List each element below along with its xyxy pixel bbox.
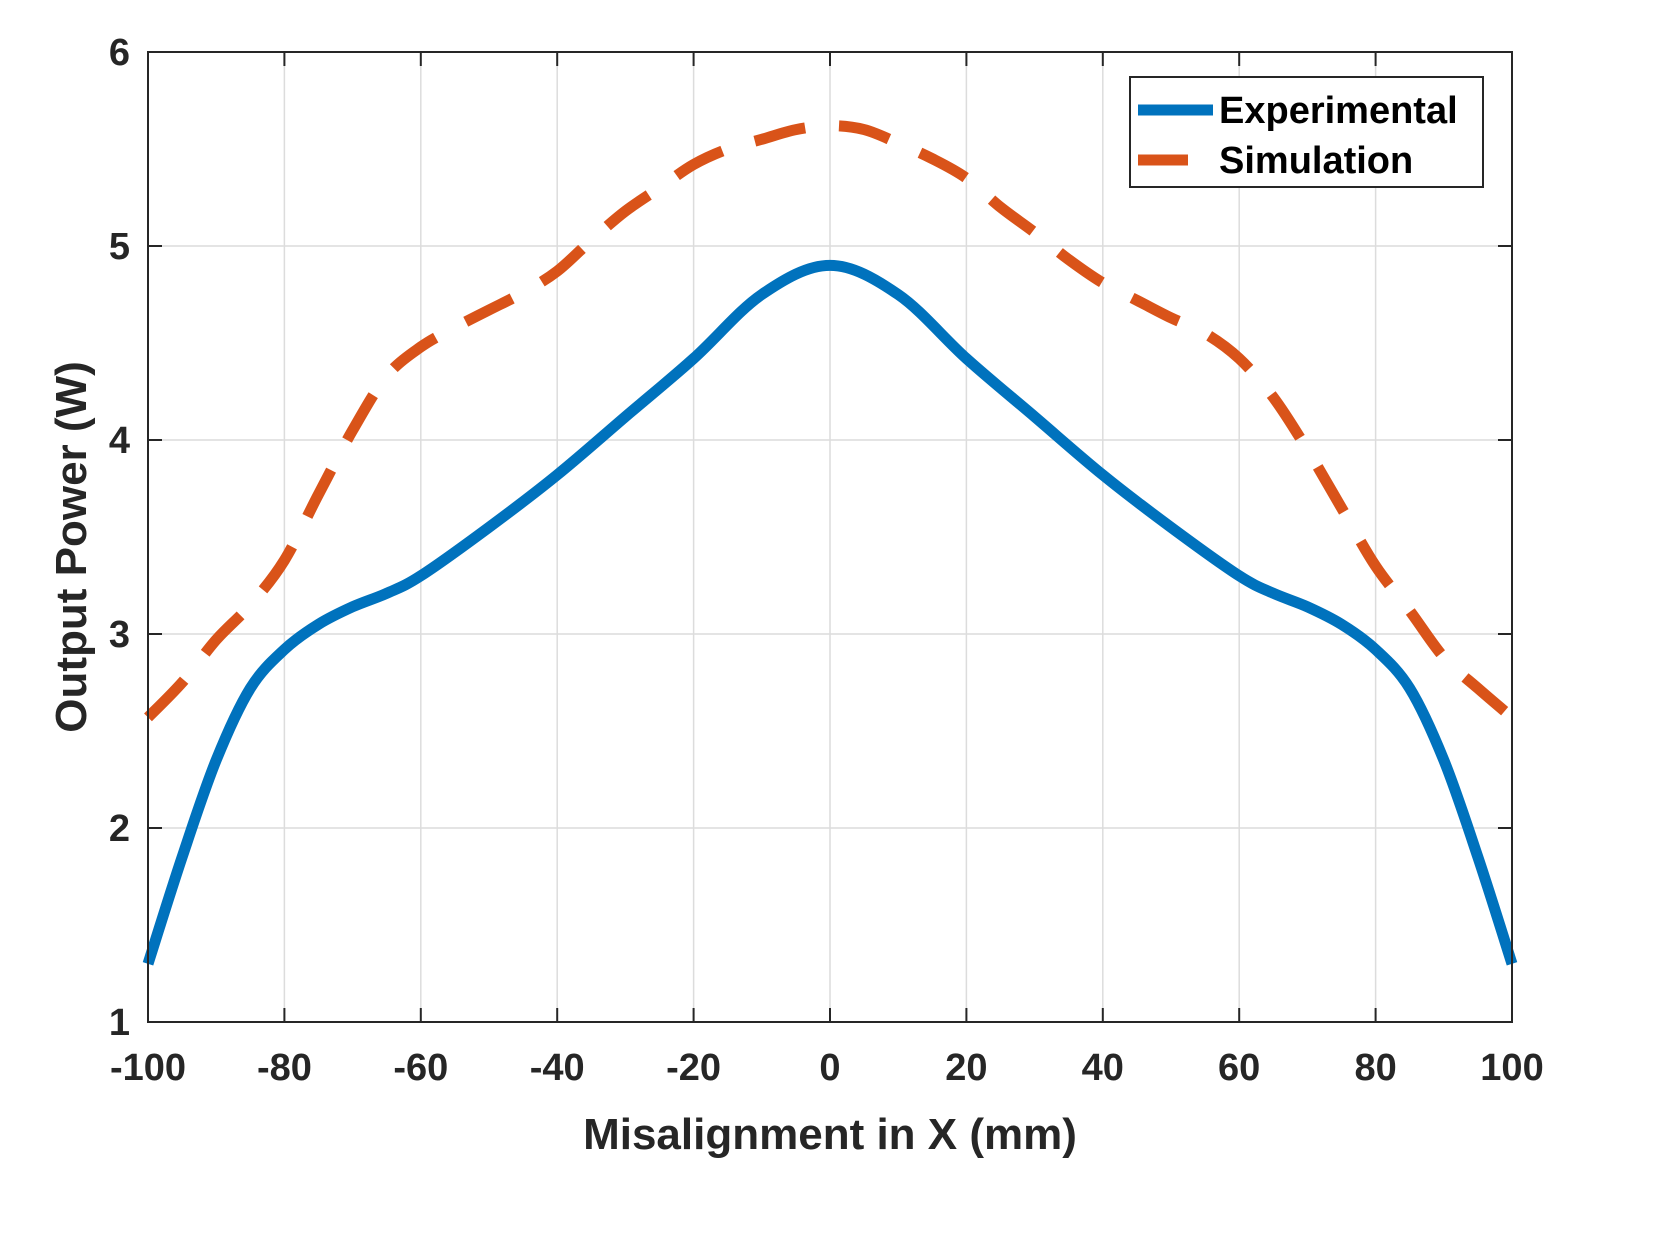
x-tick-label: 100 xyxy=(1480,1047,1543,1089)
series-line-experimental xyxy=(142,259,1518,966)
x-tick-label: 40 xyxy=(1082,1047,1124,1089)
tick-labels: -100 -80 -60 -40 -20 0 20 40 60 80 100 1 2 3 4 5 6 xyxy=(109,32,1544,1089)
x-tick-label: -60 xyxy=(393,1047,448,1089)
legend-box xyxy=(1129,76,1484,188)
y-tick-label: 2 xyxy=(109,808,130,850)
x-tick-label: 0 xyxy=(819,1047,840,1089)
x-axis-label: Misalignment in X (mm) xyxy=(583,1110,1077,1159)
x-tick-label: -100 xyxy=(110,1047,186,1089)
y-tick-label: 4 xyxy=(109,420,130,462)
x-tick-label: 80 xyxy=(1354,1047,1396,1089)
x-tick-label: -40 xyxy=(530,1047,585,1089)
y-tick-label: 6 xyxy=(109,32,130,74)
y-axis-label: Output Power (W) xyxy=(47,361,96,733)
legend: Experimental Simulation xyxy=(1129,76,1484,188)
x-tick-label: -20 xyxy=(666,1047,721,1089)
x-tick-label: -80 xyxy=(257,1047,312,1089)
x-tick-label: 20 xyxy=(945,1047,987,1089)
grid xyxy=(147,51,1513,1023)
series-layer xyxy=(142,120,1518,966)
y-tick-label: 5 xyxy=(109,226,130,268)
y-tick-label: 3 xyxy=(109,614,130,656)
x-tick-label: 60 xyxy=(1218,1047,1260,1089)
ticks xyxy=(147,51,1513,1023)
y-tick-label: 1 xyxy=(109,1002,130,1044)
legend-label-simulation: Simulation xyxy=(1219,140,1413,182)
legend-label-experimental: Experimental xyxy=(1219,90,1458,132)
series-line-simulation xyxy=(144,120,1516,722)
